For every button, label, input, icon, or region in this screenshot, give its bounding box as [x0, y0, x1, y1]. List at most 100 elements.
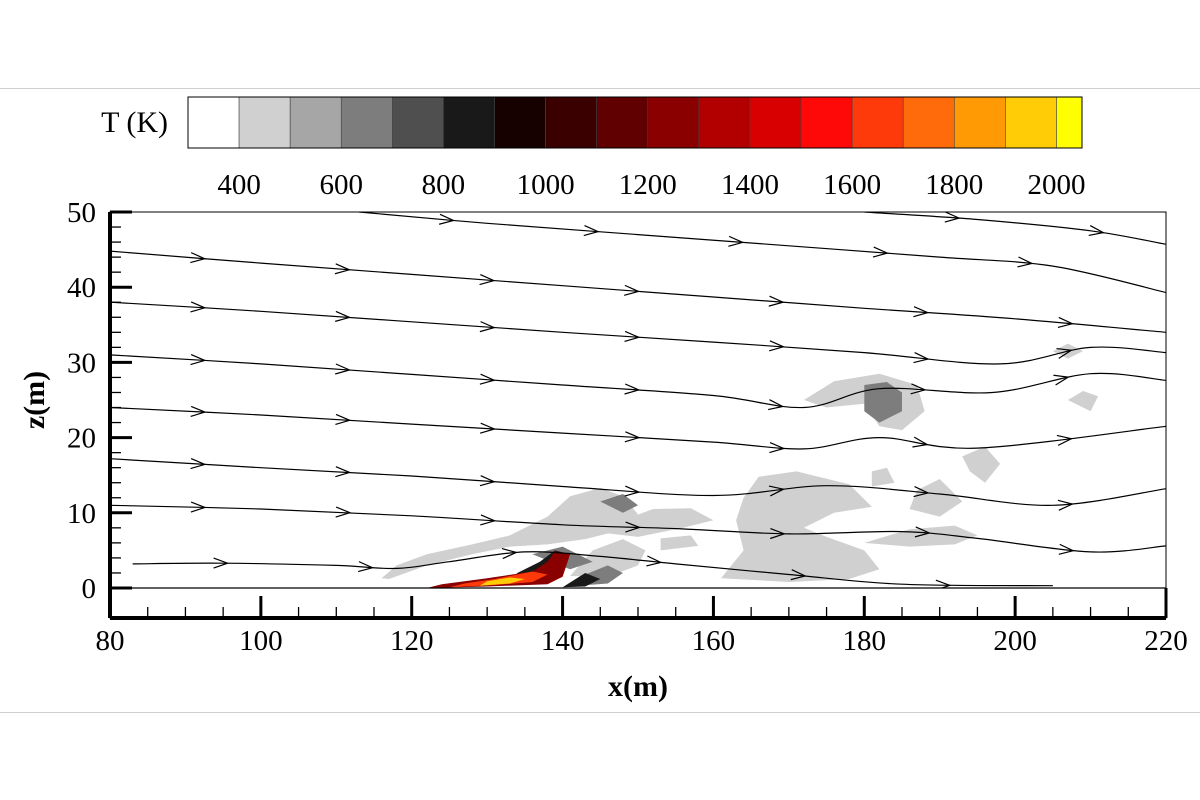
- y-tick-label: 0: [82, 573, 97, 605]
- x-tick-label: 200: [993, 625, 1037, 657]
- temperature-region: [1067, 391, 1099, 412]
- streamline-arrow: [1056, 347, 1074, 359]
- temperature-region: [871, 467, 895, 487]
- colorbar-tick-label: 1400: [721, 169, 779, 201]
- temperature-region: [381, 488, 638, 579]
- y-axis-label: z(m): [18, 371, 51, 429]
- streamline-arrow: [913, 486, 930, 498]
- streamline-arrow: [190, 301, 207, 313]
- streamline-arrow: [768, 295, 785, 307]
- streamline-arrow: [1017, 256, 1034, 268]
- streamline-arrow: [1057, 316, 1075, 329]
- streamline-arrow: [501, 548, 519, 560]
- temperature-region: [562, 573, 601, 588]
- y-tick-label: 30: [67, 347, 96, 379]
- streamline: [110, 406, 1166, 450]
- x-tick-label: 180: [843, 625, 887, 657]
- temperature-region: [479, 577, 525, 586]
- colorbar-cell: [443, 96, 495, 149]
- colorbar-cell: [1005, 96, 1057, 149]
- colorbar-tick-label: 2000: [1027, 169, 1085, 201]
- streamline-arrow: [479, 321, 496, 333]
- colorbar-cell: [749, 96, 802, 149]
- colorbar-label: T (K): [101, 106, 168, 139]
- colorbar-cell: [800, 96, 853, 149]
- streamline-arrow: [190, 354, 207, 366]
- colorbar: T (K) 400 600 800 1000 1200 1400 1600 1800 2000: [101, 96, 1085, 201]
- streamline-arrow: [1088, 225, 1106, 237]
- streamline-arrow: [624, 330, 641, 342]
- colorbar-frame: [187, 96, 1083, 149]
- colorbar-tick-label: 1800: [925, 169, 983, 201]
- colorbar-cell: [494, 96, 546, 149]
- streamline-arrow: [335, 506, 352, 518]
- colorbar-tick-label: 1600: [823, 169, 881, 201]
- streamline-arrow: [913, 352, 930, 364]
- colorbar-tick-label: 600: [320, 169, 364, 201]
- colorbar-cell: [596, 96, 649, 149]
- streamline-arrow: [479, 475, 497, 487]
- x-tick-label: 120: [390, 625, 434, 657]
- streamline-arrow: [625, 521, 642, 533]
- streamline: [358, 212, 1166, 294]
- y-tick-label: 20: [67, 423, 96, 455]
- temperature-region: [449, 571, 548, 588]
- streamline-arrow: [479, 422, 497, 434]
- streamline-arrow: [935, 579, 952, 588]
- streamline-arrow: [335, 413, 352, 426]
- colorbar-cell: [340, 96, 393, 149]
- streamline-arrow: [438, 213, 456, 225]
- streamline-arrow: [872, 246, 890, 258]
- colorbar-cell: [953, 96, 1006, 149]
- colorbar-cell: [238, 96, 291, 149]
- streamline-arrow: [335, 310, 352, 322]
- streamline-arrow: [913, 306, 930, 318]
- streamline-arrow: [624, 383, 641, 395]
- streamline-arrow: [768, 485, 786, 497]
- streamline-arrow: [190, 458, 207, 470]
- streamline-arrow: [624, 431, 641, 443]
- temperature-region: [803, 373, 925, 431]
- colorbar-cell: [1056, 96, 1083, 149]
- temperature-region: [721, 471, 880, 582]
- streamline-arrow: [190, 405, 207, 417]
- y-tick-label: 40: [67, 272, 96, 304]
- streamline-arrow: [213, 557, 230, 569]
- x-tick-label: 140: [541, 625, 585, 657]
- colorbar-cell: [289, 96, 342, 149]
- colorbar-cell: [851, 96, 904, 149]
- streamline-arrow: [790, 569, 807, 581]
- streamline-arrow: [944, 212, 961, 223]
- streamline-arrow: [479, 373, 496, 385]
- x-tick-label: 220: [1144, 625, 1188, 657]
- temperature-region: [592, 508, 714, 537]
- x-tick-label: 100: [239, 625, 283, 657]
- colorbar-tick-label: 800: [422, 169, 466, 201]
- streamline-arrow: [646, 555, 663, 567]
- streamline-arrow: [334, 263, 352, 275]
- x-tick-label: 80: [96, 625, 125, 657]
- streamline-arrow: [910, 383, 927, 395]
- colorbar-tick-label: 1200: [619, 169, 677, 201]
- colorbar-tick-label: 1000: [517, 169, 575, 201]
- streamline: [864, 212, 1166, 245]
- streamline: [110, 458, 1166, 506]
- streamline-arrow: [335, 363, 352, 375]
- y-tick-label: 50: [67, 197, 96, 229]
- streamline: [110, 301, 1166, 365]
- temperature-region: [660, 535, 699, 551]
- colorbar-cell: [902, 96, 955, 149]
- streamline-arrow: [190, 501, 207, 513]
- streamline-arrow: [624, 284, 641, 296]
- streamline-arrow: [479, 274, 496, 286]
- streamline-arrow: [769, 442, 786, 454]
- colorbar-cell: [187, 96, 240, 149]
- streamline-arrow: [914, 526, 932, 538]
- streamline-arrow: [624, 485, 641, 497]
- streamline-arrow: [190, 252, 207, 264]
- temperature-region: [864, 525, 978, 547]
- colorbar-cell: [647, 96, 700, 149]
- streamline-arrow: [357, 561, 375, 573]
- streamline-arrow: [1056, 434, 1074, 446]
